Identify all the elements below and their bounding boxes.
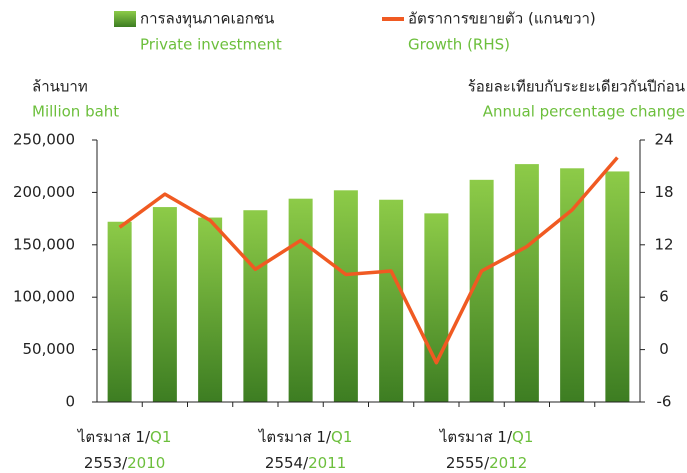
bar — [379, 199, 404, 402]
x-tick-quarter-en: Q1 — [331, 428, 352, 446]
x-tick-quarter: ไตรมาส 1/ — [439, 428, 513, 446]
right-axis-label-en: Annual percentage change — [483, 103, 685, 121]
right-axis-label: ร้อยละเทียบกับระยะเดียวกันปีก่อน — [468, 78, 685, 96]
bar — [107, 221, 132, 402]
legend-swatch — [114, 11, 136, 27]
x-tick-year-en: 2012 — [489, 454, 527, 472]
x-tick-year: 2554/ — [265, 454, 309, 472]
x-tick-year: 2553/ — [84, 454, 128, 472]
x-tick-label: 2554/2011 — [265, 454, 346, 472]
y-tick-label: 100,000 — [13, 288, 75, 306]
y2-tick-label: 24 — [654, 131, 673, 149]
left-axis-label-en: Million baht — [32, 103, 119, 121]
bar — [424, 213, 449, 402]
x-tick-label: ไตรมาส 1/Q1 — [439, 428, 534, 446]
legend-label: การลงทุนภาคเอกชน — [140, 10, 274, 29]
y-tick-label: 150,000 — [13, 235, 75, 253]
x-tick-label: ไตรมาส 1/Q1 — [77, 428, 172, 446]
x-tick-quarter-en: Q1 — [512, 428, 533, 446]
y2-tick-label: 12 — [654, 235, 673, 253]
legend-label: อัตราการขยายตัว (แกนขวา) — [408, 10, 596, 28]
y-tick-label: 200,000 — [13, 183, 75, 201]
legend-label-en: Growth (RHS) — [408, 36, 510, 54]
bar — [514, 164, 539, 402]
x-tick-quarter-en: Q1 — [150, 428, 171, 446]
y2-tick-label: 6 — [659, 288, 669, 306]
y-tick-label: 50,000 — [23, 340, 76, 358]
x-tick-quarter: ไตรมาส 1/ — [258, 428, 332, 446]
x-tick-label: ไตรมาส 1/Q1 — [258, 428, 353, 446]
y2-tick-label: 0 — [659, 340, 669, 358]
y-tick-label: 250,000 — [13, 131, 75, 149]
x-tick-quarter: ไตรมาส 1/ — [77, 428, 151, 446]
y2-tick-label: 18 — [654, 183, 673, 201]
bar — [243, 210, 268, 402]
y2-tick-label: -6 — [657, 393, 672, 411]
y-tick-label: 0 — [65, 393, 75, 411]
x-tick-year-en: 2010 — [127, 454, 165, 472]
bar — [198, 217, 223, 402]
x-tick-label: 2553/2010 — [84, 454, 165, 472]
growth-line — [118, 156, 619, 365]
x-tick-year: 2555/ — [446, 454, 490, 472]
x-tick-label: 2555/2012 — [446, 454, 527, 472]
legend-label-en: Private investment — [140, 36, 282, 54]
bar — [333, 190, 358, 402]
left-axis-label: ล้านบาท — [32, 78, 88, 96]
x-tick-year-en: 2011 — [308, 454, 346, 472]
bar — [605, 171, 630, 402]
bar — [288, 198, 313, 402]
bar — [152, 207, 177, 402]
bar — [560, 168, 585, 402]
